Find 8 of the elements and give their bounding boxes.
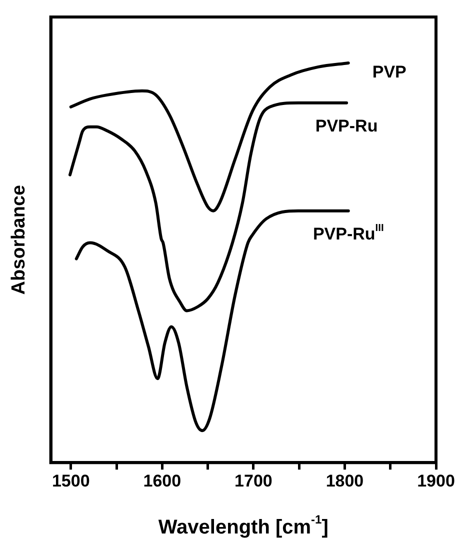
x-tick-label: 1700 [234, 471, 272, 490]
x-tick-label: 1600 [143, 471, 182, 490]
x-tick-label: 1900 [417, 471, 455, 490]
series-label: PVP [372, 62, 406, 82]
x-tick-label: 1500 [52, 471, 90, 490]
y-axis-title: Absorbance [8, 184, 30, 295]
x-tick-label: 1800 [326, 471, 364, 490]
series-label: PVP-Ru [315, 116, 378, 136]
